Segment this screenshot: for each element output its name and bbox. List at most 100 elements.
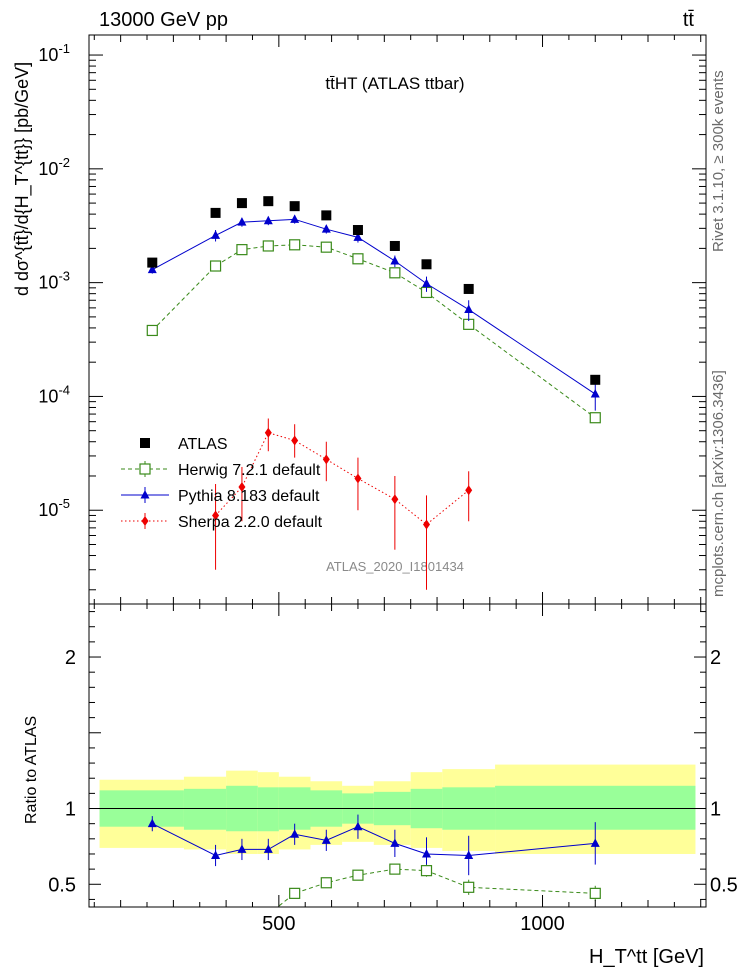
series-pythia <box>147 214 600 411</box>
ratio-line <box>276 868 596 907</box>
ratio-point <box>390 838 400 847</box>
process-label: tt̄ <box>683 9 695 31</box>
y-tick-label: 10-1 <box>38 41 70 65</box>
mcplots-label: mcplots.cern.ch [arXiv:1306.3436] <box>710 370 727 597</box>
data-point <box>389 267 401 279</box>
main-series-group <box>146 196 601 590</box>
ratio-y-tick-label-right: 0.5 <box>710 874 738 896</box>
band-green-segment <box>257 787 279 832</box>
data-point <box>289 201 300 212</box>
ratio-point <box>320 877 332 889</box>
ratio-uncertainty-bands <box>99 764 696 854</box>
data-point <box>209 260 222 272</box>
legend-label: ATLAS <box>178 436 228 453</box>
data-point <box>353 232 363 241</box>
data-point <box>264 427 272 438</box>
legend-marker <box>141 516 149 526</box>
ratio-series-pythia <box>147 814 600 876</box>
ratio-point <box>389 863 401 875</box>
data-point <box>237 217 247 226</box>
ratio-point <box>589 887 601 899</box>
ratio-point <box>464 850 474 859</box>
data-point <box>322 454 330 465</box>
axes-group: 10-5 10-4 10-3 10-2 10-1 0.5 0.5 1 1 2 2 500 1000 <box>38 34 738 935</box>
data-point <box>422 278 432 288</box>
legend: ATLAS Herwig 7.2.1 default Pythia 8.183 de… <box>121 436 323 531</box>
legend-marker <box>140 490 150 499</box>
data-point <box>210 207 221 218</box>
series-sherpa <box>212 418 473 590</box>
analysis-watermark: ATLAS_2020_I1801434 <box>326 559 464 574</box>
data-point <box>320 241 332 253</box>
data-point <box>146 324 158 337</box>
data-point <box>463 283 474 294</box>
data-point <box>291 435 299 446</box>
y-tick-label: 10-5 <box>38 496 70 520</box>
data-point <box>321 210 332 221</box>
ratio-y-tick-label-right: 2 <box>710 647 721 669</box>
ratio-point <box>353 821 363 831</box>
data-point <box>391 494 399 505</box>
data-point <box>212 510 220 521</box>
data-point <box>263 196 274 207</box>
ratio-point <box>352 869 364 881</box>
legend-label: Pythia 8.183 default <box>178 488 320 505</box>
ratio-point <box>289 887 301 899</box>
ratio-y-tick-label: 2 <box>65 647 76 669</box>
data-point <box>589 412 601 424</box>
x-tick-label: 1000 <box>520 913 565 935</box>
data-point <box>352 253 364 265</box>
data-point <box>421 259 432 270</box>
data-point <box>390 255 400 265</box>
legend-item-pythia: Pythia 8.183 default <box>121 487 320 505</box>
data-point <box>354 473 362 484</box>
ratio-y-axis-title: Ratio to ATLAS <box>23 716 40 824</box>
data-point <box>263 215 273 225</box>
data-point <box>464 304 474 314</box>
ratio-y-tick-label: 0.5 <box>48 874 76 896</box>
ratio-frame <box>88 603 707 908</box>
data-point <box>352 225 363 236</box>
data-point <box>423 519 431 530</box>
data-point <box>465 485 473 496</box>
ratio-point <box>211 850 221 859</box>
ratio-point <box>290 829 300 838</box>
main-y-axis-title: d dσ^{tt̄}/d{H_T^{tt}} [pb/GeV] <box>12 62 33 296</box>
series-herwig <box>146 239 601 424</box>
band-green-segment <box>183 788 227 830</box>
ratio-point <box>321 835 331 844</box>
legend-item-atlas: ATLAS <box>140 436 228 453</box>
ratio-point <box>237 844 247 853</box>
legend-marker <box>139 463 151 475</box>
data-point <box>147 264 157 274</box>
ratio-point <box>420 865 433 877</box>
ratio-series-herwig <box>276 863 601 907</box>
data-point <box>238 482 246 493</box>
rivet-label: Rivet 3.1.10, ≥ 300k events <box>710 70 727 252</box>
data-point <box>290 214 300 223</box>
data-point <box>590 374 601 385</box>
data-point <box>147 257 158 268</box>
legend-label: Sherpa 2.2.0 default <box>178 514 323 531</box>
data-point <box>236 244 248 256</box>
x-axis-title: H_T^tt [GeV] <box>589 946 704 968</box>
data-point <box>211 230 221 239</box>
legend-item-sherpa: Sherpa 2.2.0 default <box>121 513 323 531</box>
data-point <box>289 239 301 251</box>
data-point <box>321 224 331 233</box>
data-point <box>590 389 600 398</box>
legend-item-herwig: Herwig 7.2.1 default <box>121 461 321 479</box>
series-atlas <box>147 196 601 385</box>
data-point <box>389 240 400 251</box>
ratio-series-group <box>147 814 601 907</box>
data-point <box>262 240 274 252</box>
y-tick-label: 10-2 <box>38 155 70 179</box>
legend-marker <box>140 438 150 448</box>
ratio-y-tick-label: 1 <box>65 799 76 821</box>
energy-label: 13000 GeV pp <box>99 9 228 31</box>
main-title: tt̄HT (ATLAS ttbar) <box>325 74 464 93</box>
ratio-point <box>422 848 432 858</box>
ratio-y-tick-label-right: 1 <box>710 799 721 821</box>
